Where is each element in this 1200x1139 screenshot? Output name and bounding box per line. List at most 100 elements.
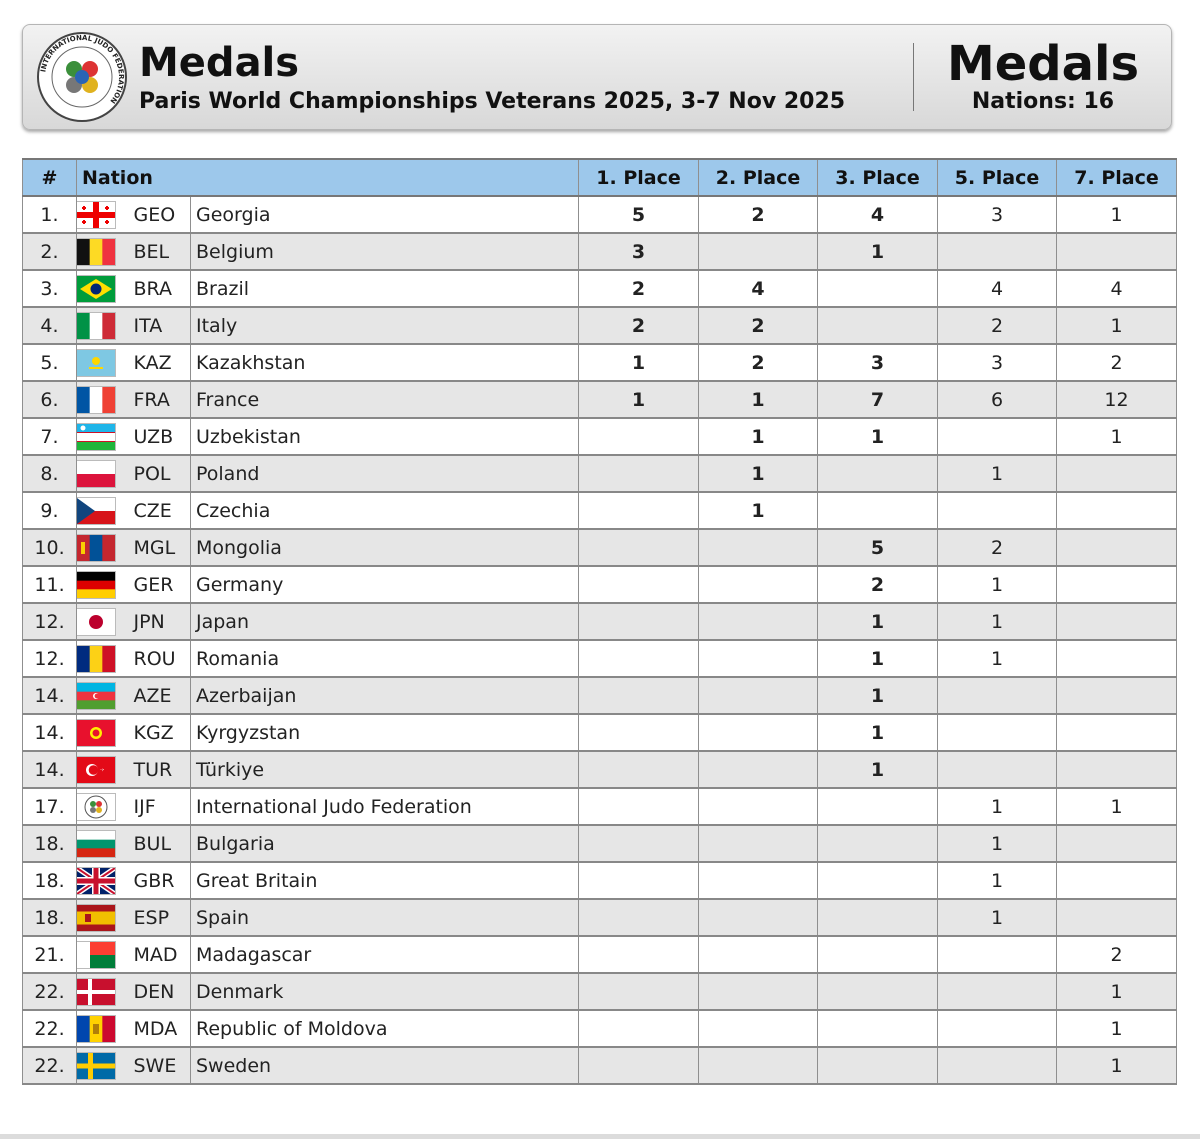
place1-count: 1 — [578, 343, 699, 382]
place3-count: 1 — [817, 676, 938, 715]
place1-count: 2 — [578, 306, 699, 345]
rank-cell: 18. — [22, 861, 77, 900]
place3-count — [817, 491, 938, 530]
rank-cell: 14. — [22, 750, 77, 789]
table-row: 22. SWE Sweden 1 — [22, 1046, 1177, 1085]
place3-count: 5 — [817, 528, 938, 567]
flag-cell — [76, 898, 134, 937]
place2-count: 1 — [698, 454, 818, 493]
nation-code: MDA — [133, 1009, 191, 1048]
place5-count — [937, 1009, 1057, 1048]
rank-cell: 18. — [22, 898, 77, 937]
rank-cell: 17. — [22, 787, 77, 826]
flag-cell — [76, 1046, 134, 1085]
rank-cell: 11. — [22, 565, 77, 604]
place7-count: 1 — [1056, 972, 1177, 1011]
fra-flag-icon — [77, 386, 115, 413]
mgl-flag-icon — [77, 534, 115, 561]
medals-table: # Nation 1. Place 2. Place 3. Place 5. P… — [22, 158, 1177, 1085]
place1-count — [578, 1009, 699, 1048]
flag-cell — [76, 861, 134, 900]
rank-cell: 22. — [22, 972, 77, 1011]
col-place7-header: 7. Place — [1056, 158, 1177, 197]
nation-name: Poland — [190, 454, 579, 493]
ijf-logo-icon: INTERNATIONAL JUDO FEDERATION — [37, 32, 127, 122]
flag-cell — [76, 195, 134, 234]
nation-name: Republic of Moldova — [190, 1009, 579, 1048]
nation-code: UZB — [133, 417, 191, 456]
nation-code: GEO — [133, 195, 191, 234]
rank-cell: 7. — [22, 417, 77, 456]
place1-count: 3 — [578, 232, 699, 271]
place2-count — [698, 565, 818, 604]
nation-code: TUR — [133, 750, 191, 789]
place5-count — [937, 972, 1057, 1011]
place1-count — [578, 491, 699, 530]
flag-cell — [76, 639, 134, 678]
nations-count: Nations: 16 — [971, 89, 1115, 114]
place2-count: 1 — [698, 491, 818, 530]
rank-cell: 14. — [22, 676, 77, 715]
nation-name: Sweden — [190, 1046, 579, 1085]
rank-cell: 8. — [22, 454, 77, 493]
place7-count: 12 — [1056, 380, 1177, 419]
ita-flag-icon — [77, 312, 115, 339]
esp-flag-icon — [77, 904, 115, 931]
table-row: 18. BUL Bulgaria 1 — [22, 824, 1177, 863]
place1-count — [578, 750, 699, 789]
col-nation-header: Nation — [76, 158, 191, 197]
geo-flag-icon — [77, 201, 115, 228]
place2-count: 2 — [698, 306, 818, 345]
place2-count — [698, 787, 818, 826]
place2-count — [698, 861, 818, 900]
col-place5-header: 5. Place — [937, 158, 1057, 197]
place2-count — [698, 676, 818, 715]
place2-count — [698, 750, 818, 789]
place2-count — [698, 232, 818, 271]
nation-code: AZE — [133, 676, 191, 715]
place2-count — [698, 1046, 818, 1085]
col-rank-header: # — [22, 158, 77, 197]
nation-name: Georgia — [190, 195, 579, 234]
flag-cell — [76, 676, 134, 715]
place5-count — [937, 713, 1057, 752]
flag-cell — [76, 1009, 134, 1048]
place7-count: 1 — [1056, 306, 1177, 345]
place5-count — [937, 750, 1057, 789]
nation-name: Kyrgyzstan — [190, 713, 579, 752]
place1-count — [578, 935, 699, 974]
place7-count: 4 — [1056, 269, 1177, 308]
table-row: 7. UZB Uzbekistan 1 1 1 — [22, 417, 1177, 456]
nation-name: Romania — [190, 639, 579, 678]
rank-cell: 14. — [22, 713, 77, 752]
place3-count: 1 — [817, 417, 938, 456]
mad-flag-icon — [77, 941, 115, 968]
col-place2-header: 2. Place — [698, 158, 818, 197]
rank-cell: 6. — [22, 380, 77, 419]
place2-count — [698, 898, 818, 937]
place5-count — [937, 417, 1057, 456]
place5-count: 2 — [937, 306, 1057, 345]
table-row: 21. MAD Madagascar 2 — [22, 935, 1177, 974]
place2-count — [698, 824, 818, 863]
kgz-flag-icon — [77, 719, 115, 746]
nation-code: KAZ — [133, 343, 191, 382]
rank-cell: 21. — [22, 935, 77, 974]
place3-count — [817, 824, 938, 863]
place3-count — [817, 454, 938, 493]
place3-count: 1 — [817, 750, 938, 789]
place2-count — [698, 935, 818, 974]
nation-code: CZE — [133, 491, 191, 530]
place5-count: 1 — [937, 639, 1057, 678]
mda-flag-icon — [77, 1015, 115, 1042]
swe-flag-icon — [77, 1052, 115, 1079]
nation-name: Uzbekistan — [190, 417, 579, 456]
table-row: 12. ROU Romania 1 1 — [22, 639, 1177, 678]
place1-count: 2 — [578, 269, 699, 308]
place1-count: 5 — [578, 195, 699, 234]
rank-cell: 22. — [22, 1009, 77, 1048]
table-row: 3. BRA Brazil 2 4 4 4 — [22, 269, 1177, 308]
pol-flag-icon — [77, 460, 115, 487]
place3-count — [817, 269, 938, 308]
rank-cell: 22. — [22, 1046, 77, 1085]
